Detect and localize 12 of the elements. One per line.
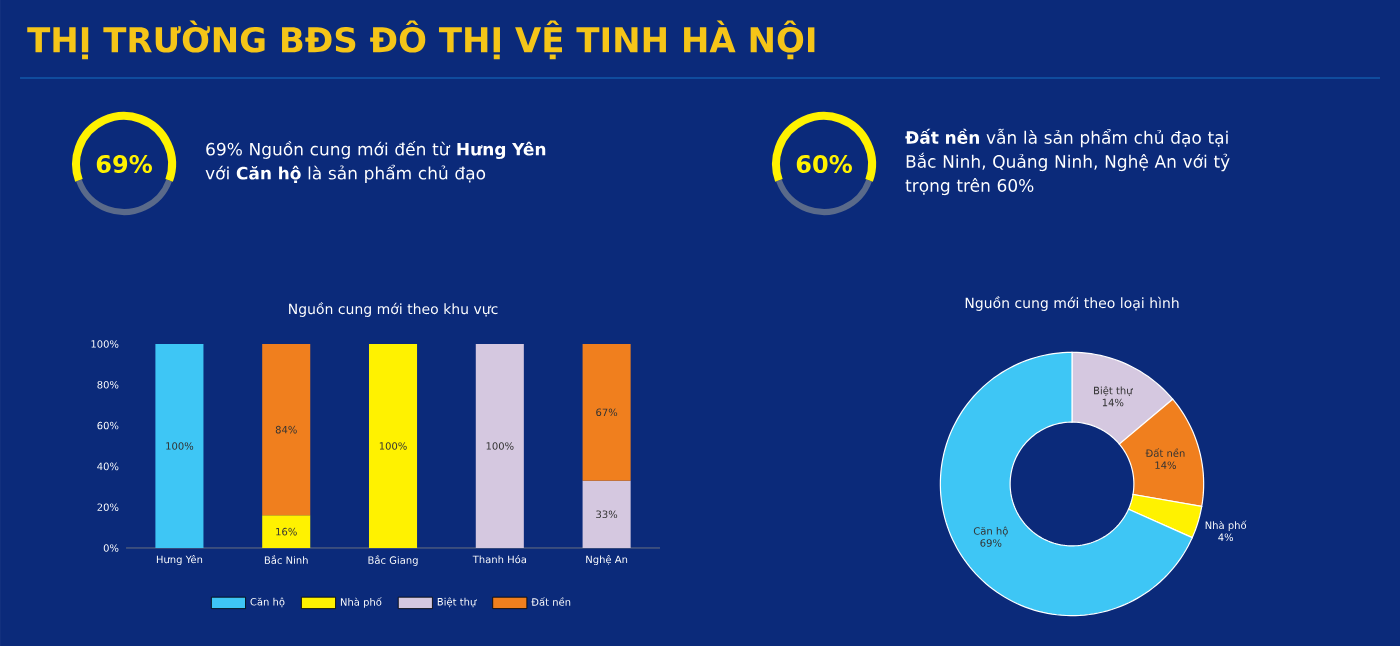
text: THỊ TRƯỜNG BĐS ĐÔ THỊ VỆ TINH HÀ NỘI [27, 20, 815, 60]
bar [368, 343, 418, 548]
text: 60% [796, 154, 852, 174]
bar [262, 343, 311, 516]
text: 69% [96, 154, 152, 174]
text: Đất nền vẫn là sản phẩm chủ đạo tại Bắc Ninh, Quảng Ninh, Nghệ An với tỷ trọng trên 60% [905, 128, 1230, 196]
bar [582, 480, 631, 548]
bar [582, 343, 631, 481]
bar [262, 515, 311, 548]
bar [475, 343, 524, 548]
text: 69% Nguồn cung mới đến từ Hưng Yên với Căn hộ là sản phẩm chủ đạo [205, 140, 546, 183]
bar [155, 343, 204, 548]
